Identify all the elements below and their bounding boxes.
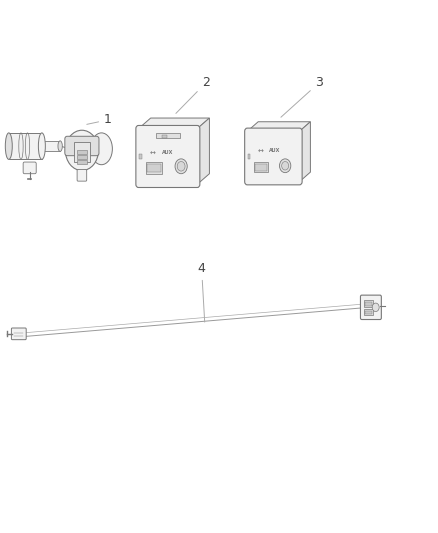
FancyBboxPatch shape [65, 136, 99, 156]
Bar [147, 164, 161, 172]
FancyBboxPatch shape [360, 295, 381, 319]
Bar [365, 302, 372, 306]
FancyBboxPatch shape [11, 328, 26, 340]
Bar [364, 301, 373, 307]
Text: 2: 2 [176, 76, 210, 114]
Bar [77, 155, 87, 159]
Circle shape [177, 161, 185, 171]
Circle shape [279, 159, 291, 173]
Bar [365, 311, 372, 314]
Bar [162, 135, 167, 138]
Ellipse shape [39, 133, 46, 159]
Text: 1: 1 [87, 114, 112, 126]
Bar [77, 150, 87, 154]
Text: 4: 4 [198, 262, 205, 322]
FancyBboxPatch shape [23, 162, 36, 174]
Bar [77, 160, 87, 164]
Bar [9, 133, 42, 159]
Bar [248, 155, 251, 159]
Bar [40, 141, 60, 151]
Bar [254, 161, 268, 172]
Text: AUX: AUX [268, 148, 280, 154]
Text: 3: 3 [281, 76, 323, 117]
Ellipse shape [91, 133, 113, 165]
Polygon shape [300, 122, 311, 182]
Circle shape [282, 161, 289, 170]
Bar [146, 162, 162, 174]
Bar [254, 164, 267, 171]
FancyBboxPatch shape [77, 169, 87, 181]
Text: ↔: ↔ [258, 149, 263, 155]
Bar [364, 309, 373, 316]
Circle shape [372, 303, 379, 312]
Ellipse shape [58, 141, 62, 151]
Polygon shape [197, 118, 209, 184]
Bar [156, 133, 180, 138]
Circle shape [175, 159, 187, 174]
FancyBboxPatch shape [245, 128, 302, 185]
Bar [139, 155, 141, 159]
FancyBboxPatch shape [136, 125, 200, 188]
Ellipse shape [5, 133, 12, 159]
Bar [74, 142, 90, 162]
Circle shape [65, 130, 99, 171]
Polygon shape [247, 122, 311, 131]
Text: AUX: AUX [162, 150, 174, 155]
Text: ↔: ↔ [149, 150, 155, 157]
Polygon shape [138, 118, 209, 128]
